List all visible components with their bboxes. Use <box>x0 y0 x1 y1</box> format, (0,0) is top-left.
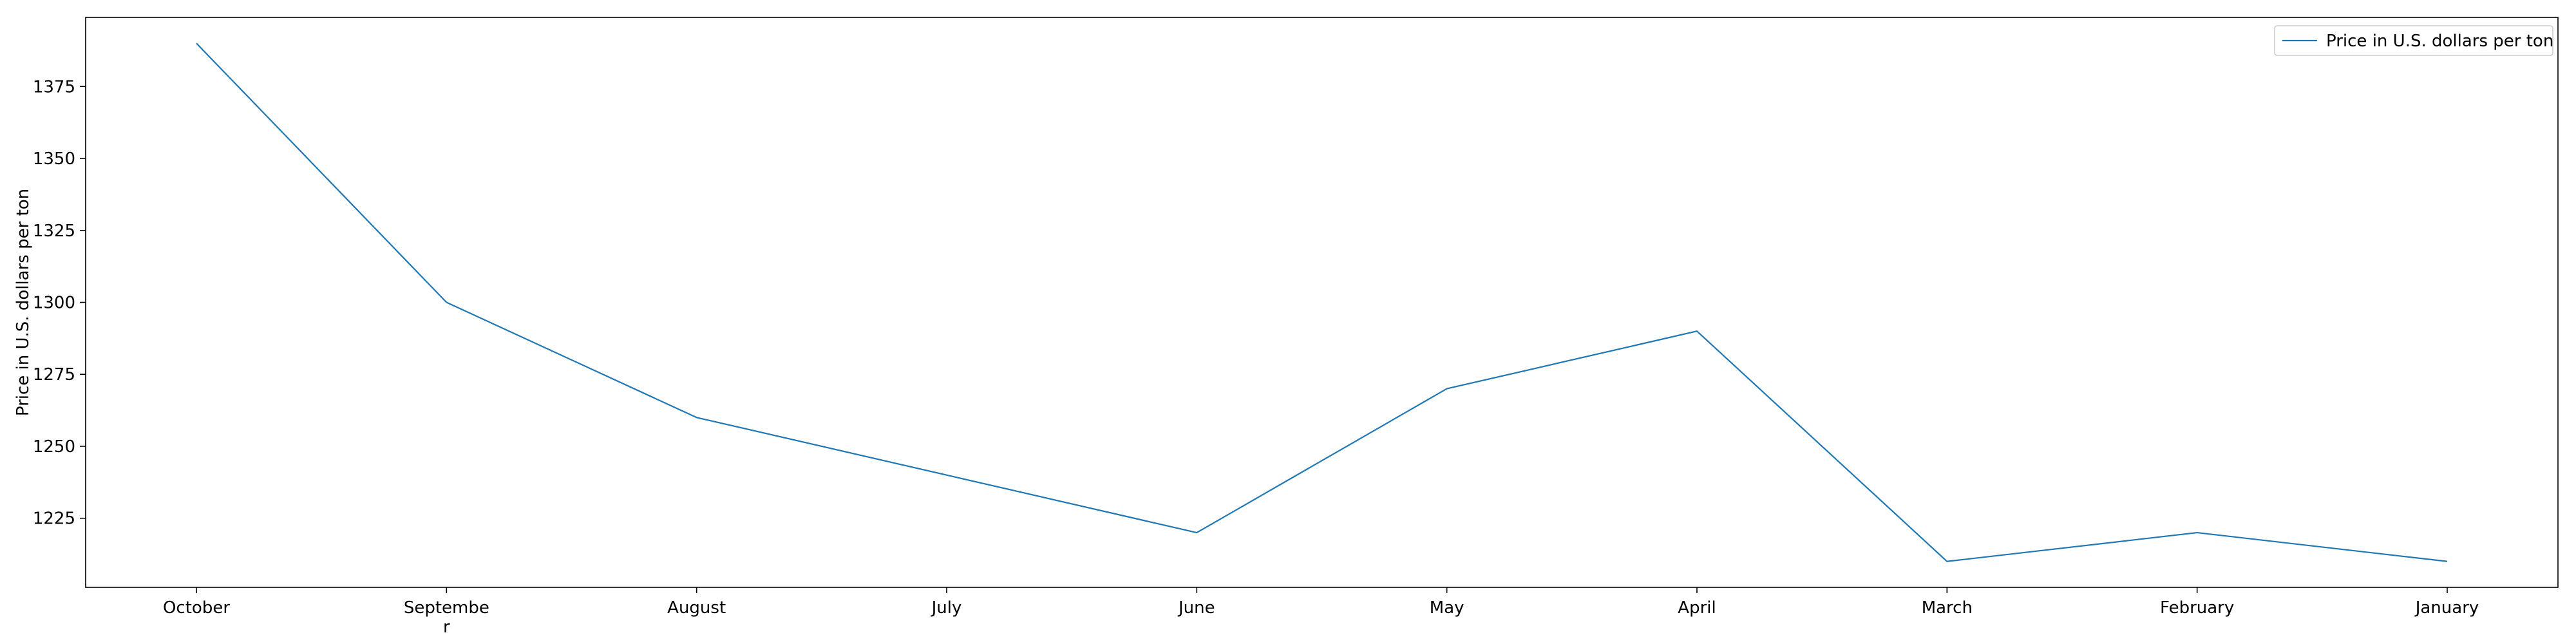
x-tick-label: January <box>2414 598 2479 618</box>
x-tick-label: March <box>1922 598 1973 618</box>
x-axis-ticks: October Septembe r August July June May April Ma… <box>163 587 2479 637</box>
legend-label: Price in U.S. dollars per ton <box>2326 32 2553 51</box>
x-tick-label: May <box>1430 598 1464 618</box>
y-tick-label: 1350 <box>33 149 75 169</box>
x-tick-label: August <box>667 598 726 618</box>
y-tick-label: 1250 <box>33 437 75 457</box>
series-line <box>196 43 2448 562</box>
legend-box <box>2274 25 2553 56</box>
y-tick-label: 1275 <box>33 365 75 384</box>
series-layer <box>196 43 2448 562</box>
x-tick-label: February <box>2160 598 2234 618</box>
y-tick-label: 1300 <box>33 294 75 313</box>
x-tick-label: June <box>1177 598 1215 618</box>
y-tick-label: 1325 <box>33 222 75 241</box>
y-axis-label: Price in U.S. dollars per ton <box>14 189 33 416</box>
x-tick-label: October <box>163 598 230 618</box>
x-tick-label: Septembe r <box>404 598 489 637</box>
x-tick-label: April <box>1678 598 1716 618</box>
legend: Price in U.S. dollars per ton <box>2274 25 2553 56</box>
y-tick-label: 1375 <box>33 77 75 97</box>
x-tick-label: July <box>931 598 962 618</box>
y-tick-label: 1225 <box>33 509 75 529</box>
y-axis-ticks: 1225 1250 1275 1300 1325 1350 1375 <box>33 77 86 529</box>
